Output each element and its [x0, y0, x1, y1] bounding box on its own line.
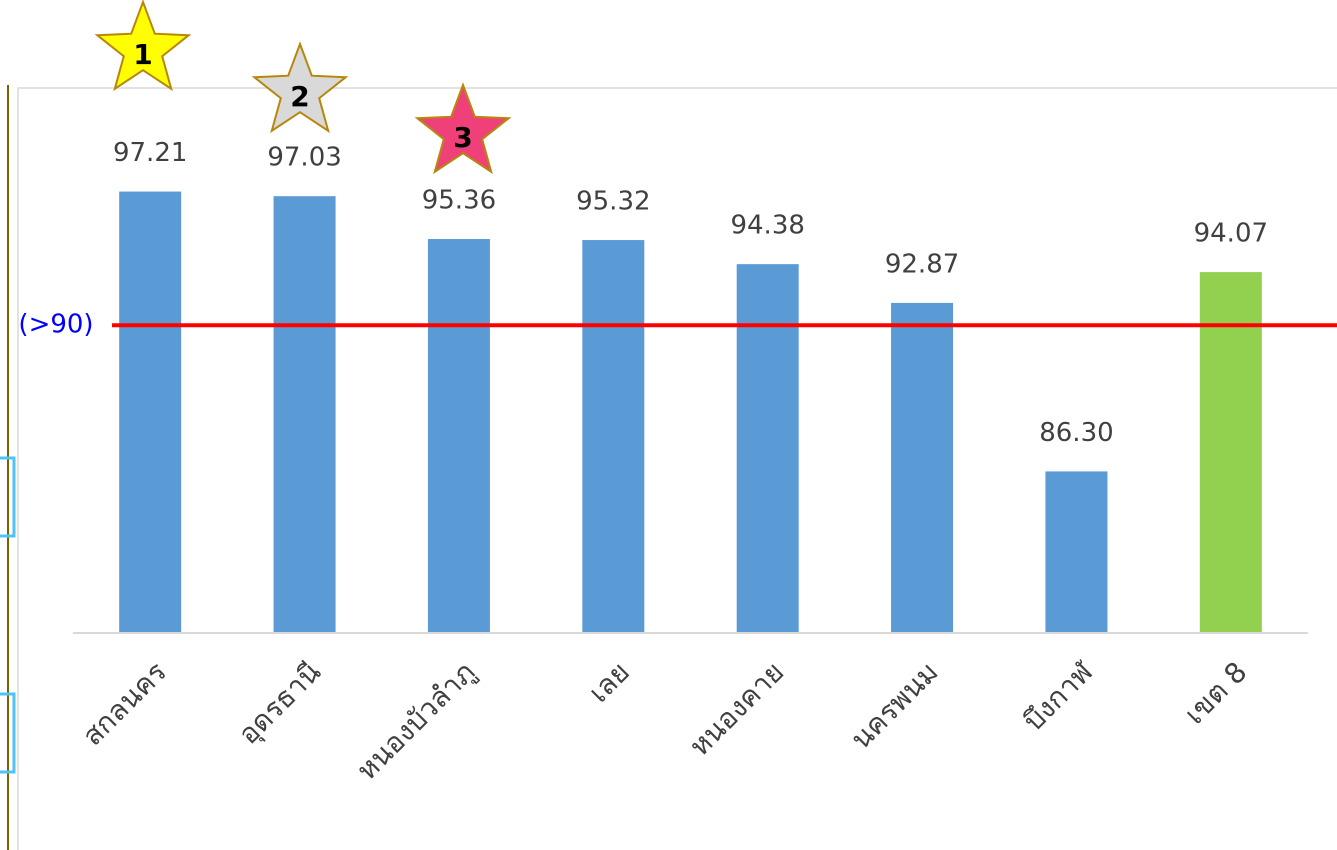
value-label: 94.38 — [730, 211, 804, 241]
bar — [736, 264, 799, 633]
plot-frame — [17, 87, 1337, 850]
x-tick-label: นครพนม — [844, 655, 944, 755]
x-tick-label: หนองบัวลำภู — [350, 655, 482, 787]
value-label: 97.03 — [267, 143, 341, 173]
bar — [1045, 471, 1108, 633]
value-label: 94.07 — [1194, 219, 1268, 249]
rank-label: 2 — [290, 80, 309, 113]
value-label: 86.30 — [1039, 418, 1113, 448]
x-tick-label: เลย — [582, 655, 636, 709]
bar — [273, 196, 336, 634]
bar — [582, 240, 645, 634]
value-label: 95.36 — [422, 186, 496, 216]
x-tick-label: หนองคาย — [683, 655, 790, 762]
x-tick-label: อุดรธานี — [232, 655, 328, 751]
side-box — [0, 456, 16, 538]
x-tick-label: เขต 8 — [1178, 655, 1253, 730]
bar — [891, 302, 954, 633]
bar — [1199, 272, 1262, 633]
bar — [427, 239, 490, 634]
value-label: 92.87 — [885, 249, 959, 279]
rank-star — [414, 82, 512, 175]
rank-label: 1 — [133, 38, 152, 71]
side-box — [0, 692, 16, 774]
x-tick-label: สกลนคร — [76, 655, 173, 752]
reference-label: (>90) — [18, 310, 93, 340]
rank-label: 3 — [453, 121, 472, 154]
x-tick-label: บึงกาฬ — [1017, 655, 1100, 738]
value-label: 95.32 — [576, 187, 650, 217]
value-label: 97.21 — [113, 138, 187, 168]
rank-star — [94, 0, 192, 92]
bar — [119, 191, 182, 633]
rank-star — [251, 41, 349, 134]
